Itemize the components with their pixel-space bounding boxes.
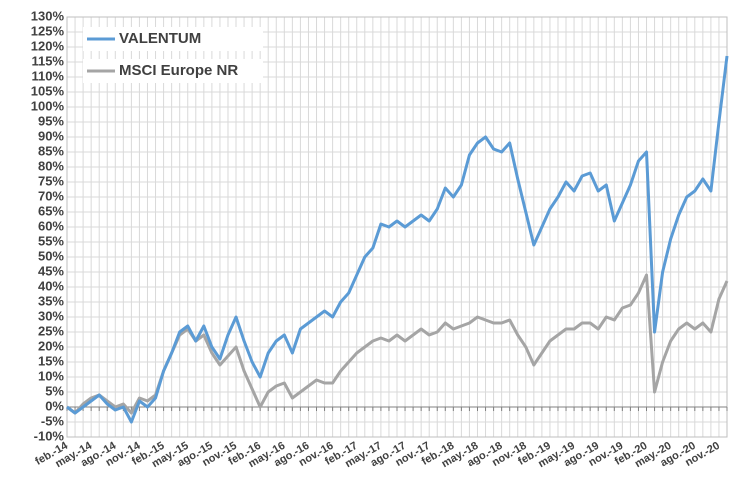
y-tick-label: 25% <box>38 323 64 338</box>
y-tick-label: 75% <box>38 173 64 188</box>
y-tick-label: 125% <box>31 23 65 38</box>
y-tick-label: 120% <box>31 38 65 53</box>
y-tick-label: -10% <box>34 428 65 443</box>
y-tick-label: 70% <box>38 188 64 203</box>
y-tick-label: 95% <box>38 113 64 128</box>
y-tick-label: 80% <box>38 158 64 173</box>
y-tick-label: 100% <box>31 98 65 113</box>
y-tick-label: 90% <box>38 128 64 143</box>
y-tick-label: 85% <box>38 143 64 158</box>
legend-label: VALENTUM <box>119 30 201 47</box>
y-tick-label: 30% <box>38 308 64 323</box>
y-tick-label: 105% <box>31 83 65 98</box>
y-tick-label: 60% <box>38 218 64 233</box>
legend-label: MSCI Europe NR <box>119 62 238 79</box>
plot-border <box>66 16 728 438</box>
y-tick-label: 50% <box>38 248 64 263</box>
y-tick-label: 130% <box>31 8 65 23</box>
y-tick-label: 5% <box>45 383 64 398</box>
y-tick-label: 65% <box>38 203 64 218</box>
y-tick-label: 15% <box>38 353 64 368</box>
y-tick-label: 45% <box>38 263 64 278</box>
y-tick-label: 0% <box>45 398 64 413</box>
y-tick-label: 20% <box>38 338 64 353</box>
y-tick-label: -5% <box>41 413 65 428</box>
y-tick-label: 35% <box>38 293 64 308</box>
series-line <box>66 55 729 424</box>
y-tick-label: 55% <box>38 233 64 248</box>
y-tick-label: 10% <box>38 368 64 383</box>
y-tick-label: 40% <box>38 278 64 293</box>
y-tick-label: 110% <box>31 68 64 83</box>
y-tick-label: 115% <box>31 53 64 68</box>
